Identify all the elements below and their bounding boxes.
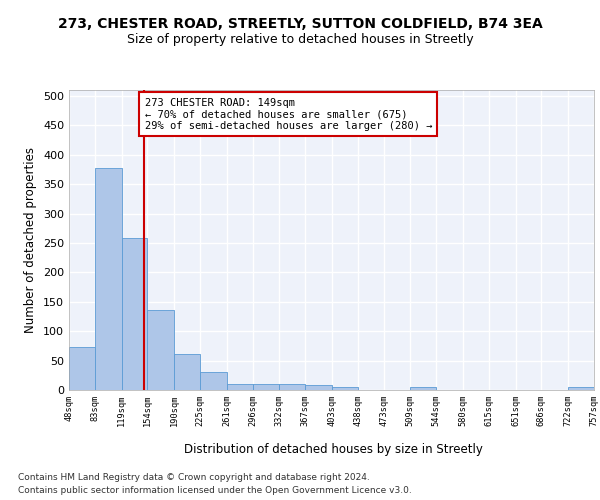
Bar [122,238,148,390]
Bar [253,384,279,390]
Bar [148,310,174,390]
Bar [200,372,227,390]
Text: Size of property relative to detached houses in Streetly: Size of property relative to detached ho… [127,32,473,46]
Text: Contains HM Land Registry data © Crown copyright and database right 2024.: Contains HM Land Registry data © Crown c… [18,472,370,482]
Y-axis label: Number of detached properties: Number of detached properties [25,147,37,333]
Bar [174,354,200,390]
Bar [332,387,358,390]
Text: 273, CHESTER ROAD, STREETLY, SUTTON COLDFIELD, B74 3EA: 273, CHESTER ROAD, STREETLY, SUTTON COLD… [58,18,542,32]
Text: 273 CHESTER ROAD: 149sqm
← 70% of detached houses are smaller (675)
29% of semi-: 273 CHESTER ROAD: 149sqm ← 70% of detach… [145,98,432,131]
Bar [279,384,305,390]
Bar [69,347,95,390]
Bar [227,384,253,390]
Text: Distribution of detached houses by size in Streetly: Distribution of detached houses by size … [184,442,482,456]
Bar [305,386,332,390]
Bar [568,387,594,390]
Text: Contains public sector information licensed under the Open Government Licence v3: Contains public sector information licen… [18,486,412,495]
Bar [410,387,436,390]
Bar [95,168,122,390]
